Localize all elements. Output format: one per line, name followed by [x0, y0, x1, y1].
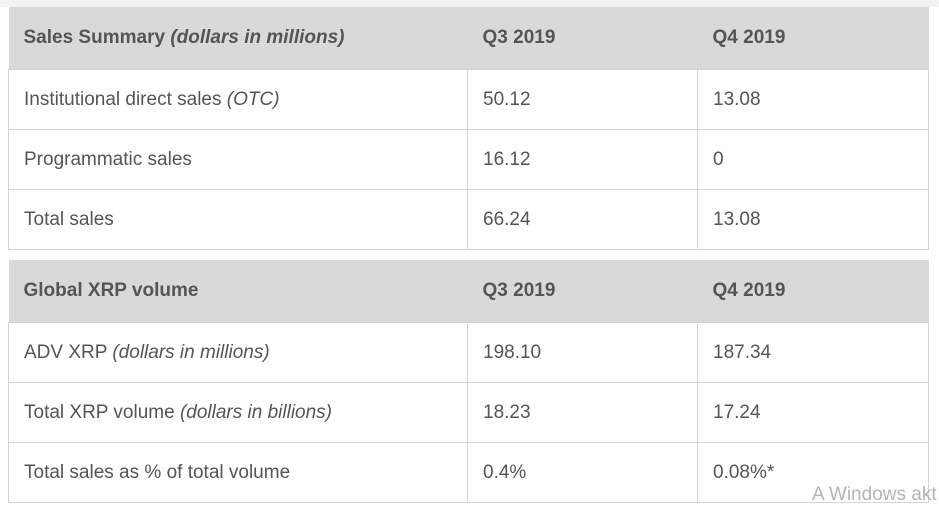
q4-value: 0.08%*: [697, 442, 929, 503]
row-label: Total XRP volume: [24, 401, 180, 423]
q3-header: Q3 2019: [467, 7, 698, 70]
q3-value: 0.4%: [467, 442, 698, 503]
q4-value: 13.08: [697, 189, 929, 250]
row-label: Institutional direct sales: [24, 88, 227, 110]
row-label-cell: Programmatic sales: [8, 129, 468, 190]
row-label-note: (dollars in millions): [112, 341, 270, 363]
header-title: Global XRP volume: [23, 280, 199, 301]
q3-value: 50.12: [467, 69, 698, 130]
row-label-note: (OTC): [226, 88, 280, 110]
q4-value: 17.24: [697, 382, 929, 443]
windows-activation-watermark: A Windows akt: [812, 484, 937, 505]
q4-header: Q4 2019: [697, 7, 929, 70]
q3-value: 18.23: [467, 382, 698, 443]
sales-summary-header: Sales Summary (dollars in millions): [8, 7, 468, 70]
row-label-cell: ADV XRP (dollars in millions): [8, 322, 468, 383]
table-row: Total sales 66.24 13.08: [8, 189, 929, 250]
row-label-cell: Total XRP volume (dollars in billions): [8, 382, 468, 443]
q3-value: 66.24: [467, 189, 698, 250]
row-label-cell: Total sales: [8, 189, 468, 250]
table-row: Total XRP volume (dollars in billions) 1…: [8, 382, 929, 443]
table-header-row: Sales Summary (dollars in millions) Q3 2…: [8, 7, 929, 70]
header-title: Sales Summary: [23, 27, 171, 48]
sales-summary-table: Sales Summary (dollars in millions) Q3 2…: [8, 7, 929, 250]
row-label: Programmatic sales: [24, 148, 192, 170]
table-row: ADV XRP (dollars in millions) 198.10 187…: [8, 322, 929, 383]
row-label-note: (dollars in billions): [179, 401, 333, 423]
q3-value: 198.10: [467, 322, 698, 383]
row-label-cell: Total sales as % of total volume: [8, 442, 468, 503]
q3-header: Q3 2019: [467, 260, 698, 323]
global-xrp-volume-header: Global XRP volume: [8, 260, 468, 323]
q4-value: 13.08: [697, 69, 929, 130]
q4-value: 0: [697, 129, 929, 190]
row-label-cell: Institutional direct sales (OTC): [8, 69, 468, 130]
header-note: (dollars in millions): [170, 27, 345, 48]
global-xrp-volume-table: Global XRP volume Q3 2019 Q4 2019 ADV XR…: [8, 260, 929, 503]
table-row: Institutional direct sales (OTC) 50.12 1…: [8, 69, 929, 130]
table-row: Programmatic sales 16.12 0: [8, 129, 929, 190]
q3-value: 16.12: [467, 129, 698, 190]
table-row: Total sales as % of total volume 0.4% 0.…: [8, 442, 929, 503]
q4-header: Q4 2019: [697, 260, 929, 323]
q4-value: 187.34: [697, 322, 929, 383]
table-header-row: Global XRP volume Q3 2019 Q4 2019: [8, 260, 929, 323]
row-label: Total sales: [24, 208, 114, 230]
top-strip: [0, 0, 939, 7]
row-label: ADV XRP: [24, 341, 113, 363]
row-label: Total sales as % of total volume: [24, 461, 291, 483]
